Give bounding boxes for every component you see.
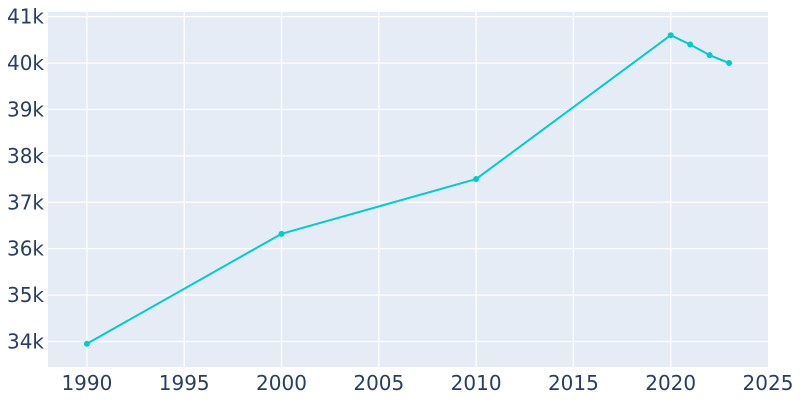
data-point [726, 60, 733, 67]
y-gridlines [48, 16, 768, 343]
x-gridlines [86, 12, 672, 367]
y-tick-label: 41k [7, 5, 44, 29]
x-tick-label: 2000 [256, 371, 307, 395]
x-axis-tick-labels: 1990 1995 2000 2005 2010 2015 2020 2025 [61, 371, 793, 395]
y-tick-label: 38k [7, 144, 44, 168]
y-tick-label: 39k [7, 97, 44, 121]
data-point [473, 176, 480, 183]
y-tick-label: 34k [7, 329, 44, 353]
y-tick-label: 35k [7, 283, 44, 307]
x-tick-label: 2020 [645, 371, 696, 395]
x-tick-label: 2010 [451, 371, 502, 395]
x-tick-label: 1995 [159, 371, 210, 395]
y-axis-tick-labels: 34k 35k 36k 37k 38k 39k 40k 41k [7, 5, 44, 354]
y-tick-label: 40k [7, 51, 44, 75]
y-tick-label: 36k [7, 237, 44, 261]
x-tick-label: 1990 [61, 371, 112, 395]
data-point [687, 41, 694, 48]
series-points [83, 32, 733, 347]
y-tick-label: 37k [7, 190, 44, 214]
data-point [83, 340, 90, 347]
data-point [706, 52, 713, 59]
x-tick-label: 2015 [548, 371, 599, 395]
plot-area [48, 12, 768, 367]
data-point [667, 32, 674, 39]
x-tick-label: 2025 [743, 371, 794, 395]
x-tick-label: 2005 [353, 371, 404, 395]
data-point [278, 230, 285, 237]
